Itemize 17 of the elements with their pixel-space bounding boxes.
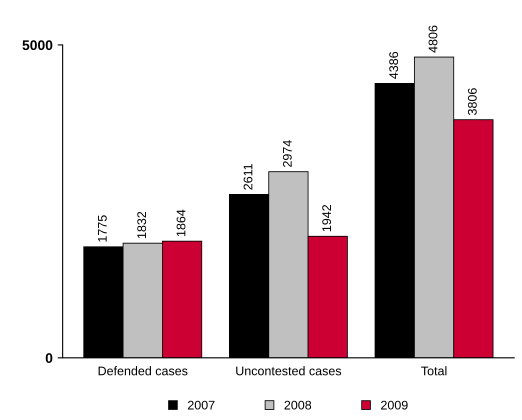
data-label: 4806 [428, 26, 438, 53]
legend-label: 2009 [381, 400, 408, 410]
x-tick-label: Total [421, 366, 446, 376]
data-label: 1832 [137, 212, 146, 238]
legend-label: 2007 [188, 400, 215, 410]
data-label: 2974 [282, 140, 292, 167]
data-label: 1775 [98, 215, 107, 242]
data-label: 3806 [468, 88, 477, 116]
data-label: 2611 [244, 164, 252, 190]
x-tick-label: Defended cases [98, 366, 188, 376]
legend-label: 2008 [284, 400, 312, 410]
data-label: 1864 [176, 210, 186, 236]
y-tick-label: 0 [46, 353, 52, 364]
y-tick-label: 5000 [22, 40, 52, 50]
x-tick-label: Uncontested cases [236, 366, 342, 376]
data-label: 4386 [389, 52, 398, 79]
data-label: 1942 [322, 204, 332, 232]
